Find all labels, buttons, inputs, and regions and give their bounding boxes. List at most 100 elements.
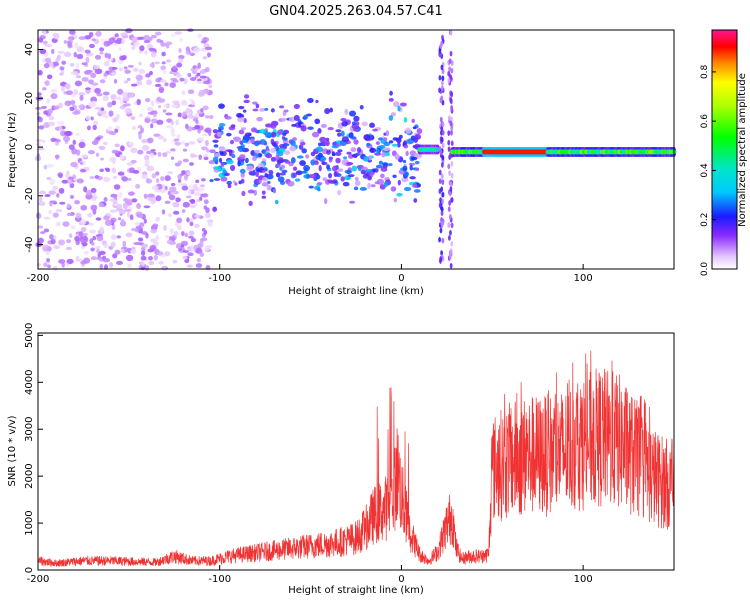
heatmap-cell [189,98,194,103]
heatmap-cell [174,141,181,146]
heatmap-cell [65,246,73,250]
heatmap-cell [204,46,213,51]
heatmap-cell [450,116,453,122]
heatmap-frame [37,29,675,270]
heatmap-cell [196,72,201,77]
heatmap-cell [41,105,47,110]
heatmap-cell [120,248,125,253]
heatmap-cell [111,100,117,106]
heatmap-cell [144,50,148,55]
heatmap-cell [145,178,153,184]
heatmap-cell [256,116,263,122]
heatmap-cell [303,164,310,172]
heatmap-cell [354,176,359,182]
heatmap-cell [290,157,296,164]
snr-y-tick-label: 3000 [24,416,35,441]
heatmap-cell [448,200,452,206]
heatmap-cell [218,157,223,163]
heatmap-cell [130,248,137,255]
heatmap-cell [87,150,96,155]
heatmap-cell [335,129,342,133]
heatmap-cell [201,178,206,182]
heatmap-cell [327,126,334,131]
heatmap-cell [313,160,319,166]
heatmap-cell [207,221,213,227]
heatmap-cell [124,69,131,74]
heatmap-cell [195,179,200,184]
snr-x-ticks: -200 -100 0 100 [27,565,593,585]
heatmap-cell [136,98,141,106]
heatmap-cell [132,169,140,174]
heatmap-cell [58,259,66,264]
heatmap-cell [119,67,123,72]
heatmap-cell [99,79,106,84]
heatmap-cell [449,98,453,105]
heatmap-cell [150,100,155,107]
snr-x-tick-label: 100 [574,574,593,585]
heatmap-cell [450,140,454,147]
heatmap-cell [252,108,259,112]
heatmap-cell [405,127,412,134]
heatmap-cell [148,260,155,266]
heatmap-cell [56,193,60,198]
heatmap-cell [156,119,164,125]
heatmap-cell [405,150,409,157]
heatmap-cell [104,219,113,226]
heatmap-cell [227,183,232,189]
heatmap-cell [110,217,117,223]
heatmap-y-tick-label: 40 [24,43,35,56]
heatmap-cell [95,152,100,157]
heatmap-cell [48,116,55,121]
heatmap-cell [68,233,73,238]
heatmap-cell [102,91,110,96]
heatmap-cell [201,227,206,232]
heatmap-cell [61,179,69,184]
heatmap-cell [144,98,151,103]
heatmap-cell [113,202,119,207]
heatmap-cell [194,202,198,206]
heatmap-cell [301,170,307,174]
heatmap-cell [224,116,232,120]
heatmap-cell [91,100,97,107]
heatmap-cell [450,172,454,179]
heatmap-cell [149,62,155,68]
heatmap-cell [36,154,41,161]
heatmap-cell [186,264,193,268]
heatmap-cell [173,231,179,237]
heatmap-cell [189,221,194,227]
heatmap-cell [232,180,236,184]
heatmap-cell [38,225,43,229]
heatmap-cell [266,173,274,180]
heatmap-cell [47,108,53,114]
heatmap-cell [100,157,104,161]
heatmap-cell [396,192,403,197]
heatmap-cell [99,263,104,270]
heatmap-cell [218,128,222,133]
heatmap-cell [240,127,247,131]
heatmap-cell [122,91,130,98]
heatmap-cell [388,97,394,102]
heatmap-cell [351,136,357,140]
heatmap-cell [196,258,201,263]
colorbar-label: Normalized spectral amplitude [737,73,748,227]
heatmap-cell [68,144,75,150]
heatmap-cell [448,251,452,258]
heatmap-cell [42,244,49,248]
heatmap-cell [240,172,245,178]
heatmap-cell [219,147,227,152]
heatmap-cell [449,29,453,36]
heatmap-cell [399,102,407,107]
heatmap-cell [447,146,451,152]
heatmap-cell [206,52,211,58]
heatmap-cell [355,121,360,126]
heatmap-cell [170,127,175,134]
heatmap-cell [160,79,167,83]
heatmap-cell [413,198,418,203]
heatmap-cell [53,244,61,250]
heatmap-cell [161,209,166,215]
heatmap-cell [94,175,100,180]
heatmap-cell [108,130,115,135]
heatmap-cell [162,137,167,143]
heatmap-cell [123,66,128,70]
heatmap-cell [295,170,303,176]
